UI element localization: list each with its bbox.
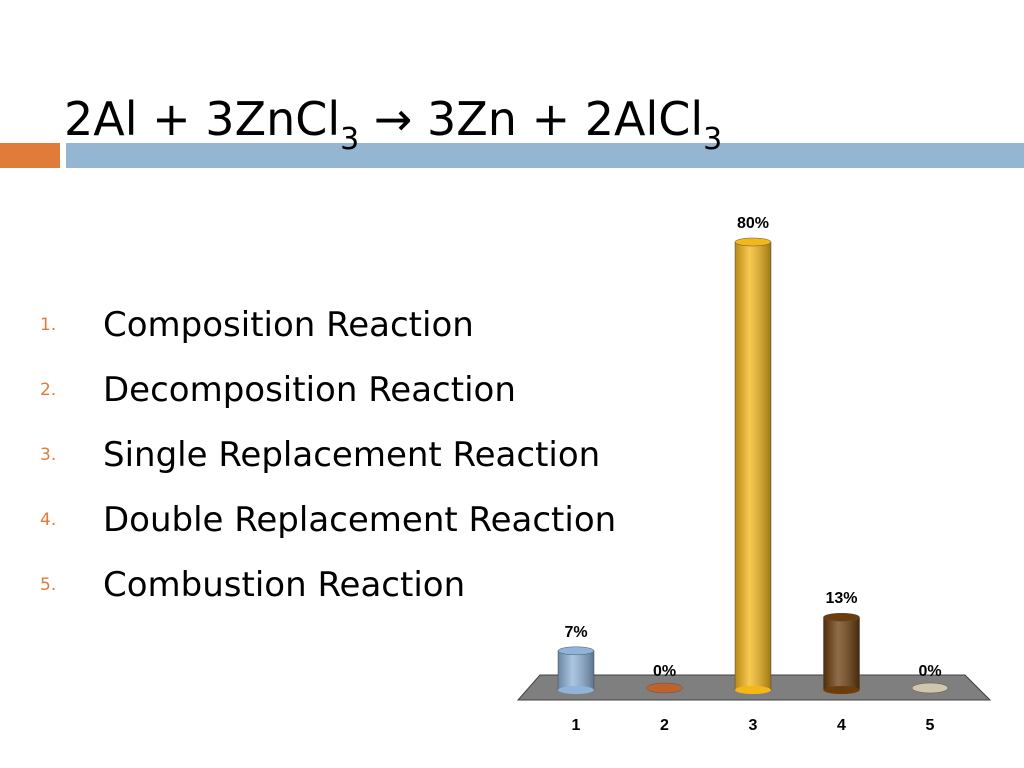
list-item: 1. Composition Reaction — [40, 292, 616, 357]
x-tick-label: 3 — [749, 717, 758, 734]
list-item: 3. Single Replacement Reaction — [40, 422, 616, 487]
data-label: 7% — [564, 624, 587, 641]
item-text: Decomposition Reaction — [103, 369, 516, 410]
item-text: Combustion Reaction — [103, 564, 466, 605]
list-item: 4. Double Replacement Reaction — [40, 487, 616, 552]
answer-list: 1. Composition Reaction 2. Decomposition Re… — [40, 292, 616, 617]
bar-bottom — [558, 686, 594, 694]
data-label: 13% — [825, 590, 857, 607]
item-number: 1. — [40, 314, 57, 335]
title-subscript: 3 — [340, 122, 360, 157]
bar-shading — [735, 242, 771, 690]
data-label: 80% — [737, 215, 769, 232]
bar-bottom — [823, 686, 860, 694]
title-subscript: 3 — [703, 122, 723, 157]
data-label: 0% — [918, 663, 941, 680]
item-number: 4. — [40, 509, 57, 530]
bar-shading — [558, 650, 594, 690]
bar-top — [557, 646, 595, 656]
item-text: Double Replacement Reaction — [103, 499, 617, 540]
item-number: 3. — [40, 444, 57, 465]
bar — [646, 682, 683, 694]
list-item: 5. Combustion Reaction — [40, 552, 616, 617]
item-number: 5. — [40, 574, 57, 595]
title-text: → 3Zn + 2AlCl — [359, 92, 704, 146]
list-item: 2. Decomposition Reaction — [40, 357, 616, 422]
bar-shading — [823, 617, 860, 690]
bar-bottom — [735, 686, 771, 694]
bar — [911, 682, 949, 694]
x-tick-label: 1 — [572, 717, 581, 734]
slide-title: 2Al + 3ZnCl3 → 3Zn + 2AlCl3 — [64, 92, 722, 157]
item-number: 2. — [40, 379, 57, 400]
x-tick-label: 5 — [926, 717, 935, 734]
data-label: 0% — [653, 663, 676, 680]
item-text: Single Replacement Reaction — [103, 434, 601, 475]
accent-blue — [66, 143, 1024, 168]
title-text: 2Al + 3ZnCl — [64, 92, 341, 146]
item-text: Composition Reaction — [103, 304, 474, 345]
bar-top — [734, 237, 772, 247]
accent-orange — [0, 143, 60, 168]
x-tick-label: 4 — [837, 717, 846, 734]
bar-top — [823, 612, 860, 622]
x-tick-label: 2 — [660, 717, 669, 734]
